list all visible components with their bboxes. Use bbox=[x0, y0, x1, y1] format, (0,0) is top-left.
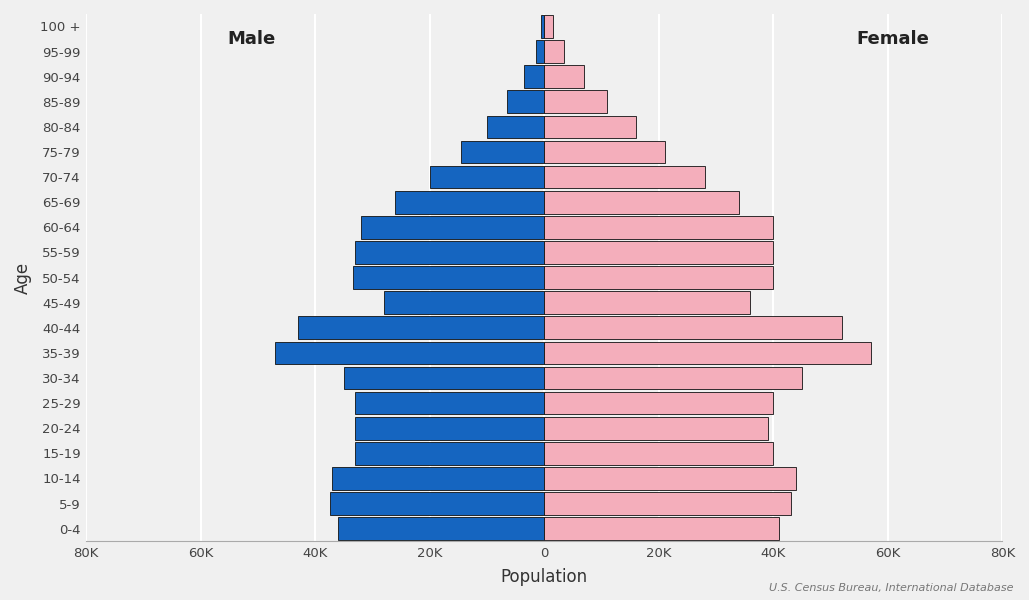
Bar bbox=[544, 166, 705, 188]
Bar bbox=[544, 15, 553, 38]
Bar bbox=[544, 316, 842, 339]
Bar bbox=[544, 392, 774, 415]
Bar bbox=[544, 367, 802, 389]
Bar bbox=[541, 15, 544, 38]
Bar bbox=[544, 241, 774, 264]
Bar bbox=[544, 65, 584, 88]
Bar bbox=[339, 517, 544, 540]
Bar bbox=[355, 417, 544, 440]
Text: Male: Male bbox=[227, 30, 276, 48]
Bar bbox=[544, 417, 768, 440]
Bar bbox=[536, 40, 544, 63]
Bar bbox=[544, 517, 779, 540]
Bar bbox=[461, 140, 544, 163]
Bar bbox=[344, 367, 544, 389]
X-axis label: Population: Population bbox=[501, 568, 588, 586]
Bar bbox=[507, 91, 544, 113]
Bar bbox=[332, 467, 544, 490]
Text: Female: Female bbox=[856, 30, 929, 48]
Bar bbox=[544, 492, 790, 515]
Bar bbox=[487, 116, 544, 138]
Bar bbox=[430, 166, 544, 188]
Bar bbox=[355, 392, 544, 415]
Bar bbox=[544, 292, 750, 314]
Bar bbox=[298, 316, 544, 339]
Text: U.S. Census Bureau, International Database: U.S. Census Bureau, International Databa… bbox=[769, 583, 1014, 593]
Bar bbox=[544, 341, 871, 364]
Bar bbox=[544, 191, 739, 214]
Y-axis label: Age: Age bbox=[13, 262, 32, 293]
Bar bbox=[544, 467, 796, 490]
Bar bbox=[544, 40, 564, 63]
Bar bbox=[544, 116, 636, 138]
Bar bbox=[544, 266, 774, 289]
Bar bbox=[329, 492, 544, 515]
Bar bbox=[525, 65, 544, 88]
Bar bbox=[544, 91, 607, 113]
Bar bbox=[544, 140, 665, 163]
Bar bbox=[361, 216, 544, 239]
Bar bbox=[544, 216, 774, 239]
Bar bbox=[384, 292, 544, 314]
Bar bbox=[355, 241, 544, 264]
Bar bbox=[544, 442, 774, 464]
Bar bbox=[275, 341, 544, 364]
Bar bbox=[355, 442, 544, 464]
Bar bbox=[353, 266, 544, 289]
Bar bbox=[395, 191, 544, 214]
